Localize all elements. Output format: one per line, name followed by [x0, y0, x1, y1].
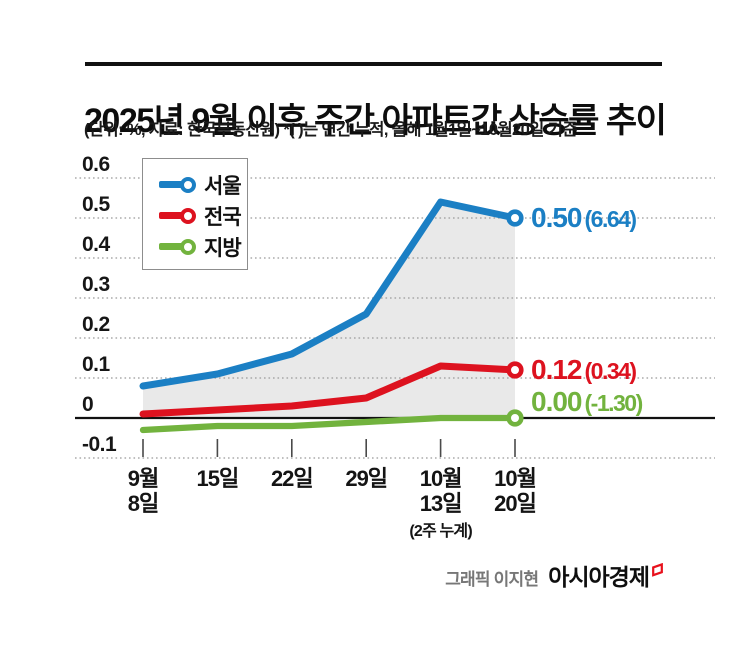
nationwide-annual-value: (0.34) — [584, 358, 638, 384]
y-tick-label: 0.5 — [82, 193, 110, 216]
y-tick-label: 0.3 — [82, 273, 110, 296]
y-tick-label: 0.4 — [82, 233, 110, 256]
legend-label: 서울 — [204, 174, 242, 198]
지방-line — [139, 414, 519, 434]
nationwide-line-swatch — [159, 212, 185, 219]
x-tick-label: 10월 20일 — [494, 466, 537, 516]
page-title: 2025년 9월 이후 주간 아파트값 상승률 추이 — [84, 101, 667, 140]
chart-subtitle: (단위: %, 자료: 한국부동산원) *( )는 연간 누적, 올해 1월1일… — [84, 121, 578, 139]
x-tick-label: 29일 — [345, 466, 388, 491]
seoul-annual-value: (6.64) — [584, 206, 638, 232]
seoul-ring-icon — [180, 176, 196, 193]
x-tick-label: 10월 13일 (2주 누계) — [393, 466, 489, 544]
regional-annual-value: (-1.30) — [584, 390, 644, 416]
y-tick-label: 0.2 — [82, 313, 110, 336]
x-tick-label: 22일 — [270, 466, 314, 491]
area-fill-under-seoul — [143, 202, 515, 418]
seoul-end-label: 0.50 (6.64) — [531, 202, 638, 234]
graphic-byline: 그래픽 이지현 — [445, 570, 539, 589]
x-tick-label: 15일 — [196, 466, 240, 491]
x-tick-note: (2주 누계) — [409, 523, 472, 540]
서울-line — [139, 198, 519, 390]
y-tick-label: 0 — [82, 393, 94, 416]
y-tick-label: 0.6 — [82, 153, 110, 176]
전국-end-marker — [506, 361, 524, 379]
y-tick-label: -0.1 — [82, 433, 117, 456]
nationwide-latest-value: 0.12 — [531, 354, 582, 385]
legend-item-nationwide: 전국 — [143, 200, 247, 231]
credit-line: 그래픽 이지현 아시아경제 — [0, 558, 664, 592]
brand-logo-icon — [652, 563, 663, 577]
legend-label: 전국 — [204, 205, 242, 229]
nationwide-ring-icon — [180, 207, 196, 224]
brand-name: 아시아경제 — [548, 564, 650, 590]
지방-end-marker — [506, 409, 524, 427]
regional-ring-icon — [180, 238, 196, 255]
x-tick-label: 9월 8일 — [127, 466, 159, 516]
legend-item-regional: 지방 — [143, 231, 247, 262]
legend-box: 서울 전국 지방 — [142, 158, 248, 270]
seoul-latest-value: 0.50 — [531, 202, 582, 233]
regional-line-swatch — [159, 243, 185, 250]
nationwide-end-label: 0.12 (0.34) — [531, 354, 638, 386]
legend-item-seoul: 서울 — [143, 169, 247, 200]
regional-latest-value: 0.00 — [531, 386, 582, 417]
서울-end-marker — [506, 209, 524, 227]
regional-end-label: 0.00 (-1.30) — [531, 386, 644, 418]
seoul-line-swatch — [159, 181, 185, 188]
legend-label: 지방 — [204, 236, 242, 260]
top-rule — [85, 62, 662, 66]
y-tick-label: 0.1 — [82, 353, 110, 376]
전국-line — [139, 362, 519, 418]
